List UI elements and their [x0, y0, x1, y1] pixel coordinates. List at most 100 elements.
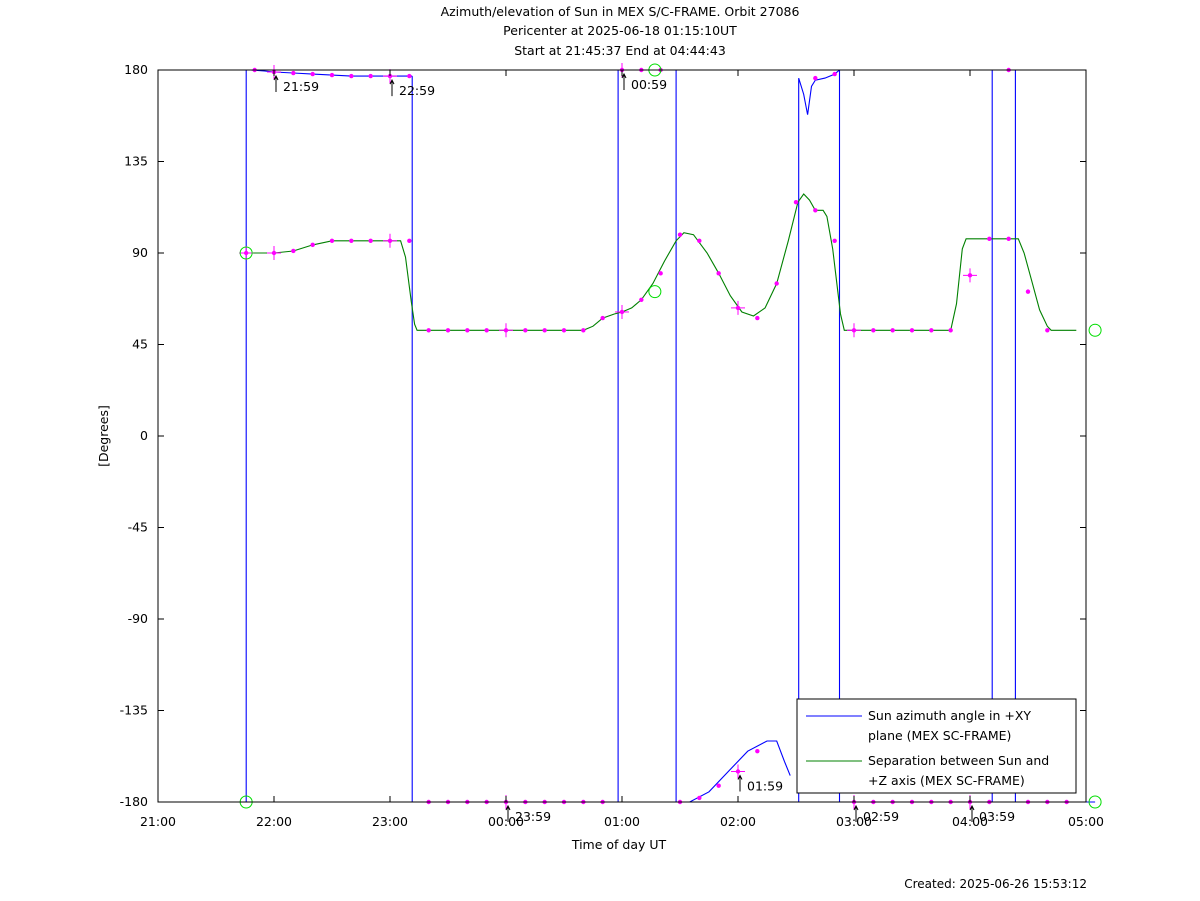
y-tick-label: -90 [128, 611, 148, 626]
annotation-label: 00:59 [631, 77, 667, 92]
azimuth-series-line [246, 69, 413, 77]
annotation-arrowhead [969, 804, 975, 811]
data-point-marker [716, 783, 721, 788]
azimuth-series-line [798, 69, 840, 802]
series-layer [245, 69, 1096, 803]
data-point-marker [697, 795, 702, 801]
x-tick-label: 00:00 [488, 814, 524, 829]
plot-frame [157, 69, 1087, 803]
data-point-marker [1045, 328, 1050, 333]
data-point-marker [561, 328, 567, 333]
data-point-marker [349, 73, 354, 79]
data-point-marker [368, 73, 373, 79]
data-point-marker [832, 238, 837, 243]
y-axis-label: [Degrees] [96, 405, 111, 467]
event-circle-marker [1088, 323, 1102, 337]
y-tick-label: 0 [140, 428, 148, 443]
marker-layer [239, 63, 1102, 809]
event-circle-marker [1088, 795, 1102, 809]
legend: Sun azimuth angle in +XY plane (MEX SC-FR… [796, 698, 1077, 794]
legend-entry-text: plane (MEX SC-FRAME) [868, 728, 1011, 743]
annotation-label: 22:59 [399, 83, 435, 98]
data-point-marker [349, 238, 354, 243]
data-point-marker [600, 315, 605, 321]
data-point-marker [291, 248, 296, 254]
data-point-marker [445, 328, 451, 333]
annotation-arrowhead [737, 774, 743, 780]
data-point-marker [484, 328, 489, 333]
annotation-label: 01:59 [747, 779, 783, 794]
annotation-arrowhead [273, 74, 279, 81]
x-tick-label: 04:00 [952, 814, 988, 829]
tick-layer: 21:00 22:00 23:00 00:00 01:00 02:00 03:00 04:00… [120, 62, 1104, 829]
data-point-marker [1025, 289, 1031, 294]
data-point-marker [774, 281, 779, 286]
annotation-arrowhead [389, 78, 395, 85]
x-tick-label: 22:00 [256, 814, 292, 829]
chart-title-line-2: Pericenter at 2025-06-18 01:15:10UT [503, 23, 737, 38]
legend-entry-text: +Z axis (MEX SC-FRAME) [868, 773, 1025, 788]
y-tick-label: -180 [120, 794, 148, 809]
data-point-marker [426, 328, 431, 333]
data-point-marker [793, 199, 799, 205]
y-tick-label: 135 [124, 154, 148, 169]
x-tick-label: 05:00 [1068, 814, 1104, 829]
data-point-marker [755, 748, 760, 754]
event-circle-marker [648, 285, 662, 299]
azimuth-series-line [676, 740, 791, 803]
x-tick-label: 21:00 [140, 814, 176, 829]
data-point-marker [658, 271, 663, 276]
data-point-marker [948, 328, 953, 333]
x-tick-label: 02:00 [720, 814, 756, 829]
data-point-marker [368, 238, 373, 243]
y-tick-label: -135 [120, 703, 148, 718]
data-point-marker [813, 75, 818, 81]
annotation-arrowhead [853, 804, 859, 811]
legend-entry-text: Separation between Sun and [868, 753, 1049, 768]
data-point-marker [832, 71, 837, 77]
legend-box [796, 698, 1077, 794]
data-point-marker [407, 73, 412, 79]
data-point-marker [291, 70, 296, 76]
chart-title-line-1: Azimuth/elevation of Sun in MEX S/C-FRAM… [440, 4, 800, 19]
y-tick-label: -45 [128, 520, 148, 535]
data-point-marker [755, 315, 760, 321]
data-point-marker [465, 328, 470, 333]
data-point-marker [987, 236, 992, 241]
annotation-arrowhead [621, 72, 627, 79]
y-tick-label: 90 [132, 245, 148, 260]
chart-title-line-3: Start at 21:45:37 End at 04:44:43 [514, 43, 726, 58]
data-point-marker [310, 242, 315, 248]
data-point-marker [929, 328, 934, 333]
x-tick-label: 01:00 [604, 814, 640, 829]
y-tick-label: 180 [124, 62, 148, 77]
x-tick-label: 03:00 [836, 814, 872, 829]
data-point-marker [1006, 236, 1011, 241]
data-point-marker [407, 238, 412, 243]
data-point-marker [909, 328, 915, 333]
x-axis-label: Time of day UT [571, 837, 667, 852]
data-point-marker [523, 328, 528, 333]
data-point-marker [697, 238, 702, 243]
annotation-arrowhead [505, 804, 511, 811]
data-point-marker [890, 328, 895, 333]
annotation-label: 02:59 [863, 809, 899, 824]
data-point-marker [310, 71, 315, 77]
annotation-label: 03:59 [979, 809, 1015, 824]
annotation-label: 21:59 [283, 79, 319, 94]
data-point-marker [639, 297, 644, 302]
data-point-marker [677, 232, 683, 237]
x-tick-label: 23:00 [372, 814, 408, 829]
separation-series-line [246, 193, 1077, 331]
legend-entry-text: Sun azimuth angle in +XY [868, 708, 1031, 723]
event-circle-marker [239, 246, 253, 260]
data-point-marker [542, 328, 547, 333]
data-point-marker [871, 328, 876, 333]
annotation-layer: 21:59 22:59 00:59 01:59 23:59 02:59 03:59 [273, 72, 1015, 824]
data-point-marker [329, 238, 335, 243]
data-point-marker [329, 72, 335, 78]
created-footer: Created: 2025-06-26 15:53:12 [904, 877, 1087, 891]
annotation-label: 23:59 [515, 809, 551, 824]
data-point-marker [716, 271, 721, 276]
